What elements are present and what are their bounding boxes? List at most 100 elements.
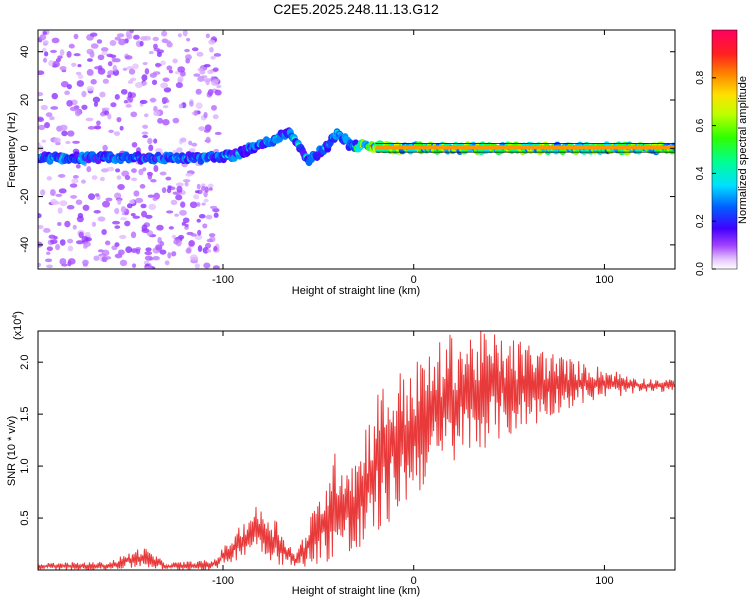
spectrogram-noise-cell xyxy=(188,239,196,247)
spectrogram-noise-cell xyxy=(87,58,93,62)
snr-scale-base: (x10 xyxy=(12,319,24,340)
spectrogram-noise-cell xyxy=(93,125,102,130)
spectrogram-y-tick-label: 20 xyxy=(19,94,31,106)
spectrogram-noise-cell xyxy=(96,120,101,126)
spectrogram-noise-cell xyxy=(166,41,173,48)
spectrogram-noise-cell xyxy=(206,238,213,243)
snr-scale-exponent: 4 xyxy=(12,315,19,319)
spectrogram-noise-cell xyxy=(150,178,157,183)
spectrogram-noise-cell xyxy=(129,77,137,82)
spectrogram-noise-cell xyxy=(117,198,122,205)
figure-title: C2E5.2025.248.11.13.G12 xyxy=(273,1,439,17)
snr-x-tick-label: -100 xyxy=(212,575,234,587)
spectrogram-noise-cell xyxy=(77,74,84,80)
spectrogram-noise-cell xyxy=(196,218,201,223)
spectrogram-noise-cell xyxy=(93,255,100,261)
spectrogram-noise-cell xyxy=(92,96,101,103)
spectrogram-noise-cell xyxy=(214,89,222,96)
spectrogram-noise-cell xyxy=(46,246,54,252)
spectrogram-noise-cell xyxy=(132,63,139,70)
spectrogram-noise-cell xyxy=(166,210,174,214)
snr-x-tick-label: 100 xyxy=(595,575,613,587)
spectrogram-noise-cell xyxy=(73,53,81,57)
spectrogram-noise-cell xyxy=(38,262,42,267)
spectrogram-noise-cell xyxy=(38,124,46,131)
spectrogram-noise-cell xyxy=(59,49,65,56)
spectrogram-noise-cell xyxy=(59,258,67,265)
spectrogram-frame xyxy=(37,29,676,270)
spectrogram-noise-cell xyxy=(210,55,216,60)
spectrogram-noise-cell xyxy=(207,69,214,75)
spectrogram-noise-cell xyxy=(97,54,105,61)
spectrogram-noise-cell xyxy=(141,74,148,82)
spectrogram-noise-cell xyxy=(94,66,101,70)
spectrogram-noise-cell xyxy=(42,47,47,53)
spectrogram-noise-cell xyxy=(130,212,136,217)
spectrogram-noise-cell xyxy=(45,112,53,118)
spectrogram-noise-cell xyxy=(86,69,94,76)
spectrogram-noise-cell xyxy=(46,176,52,181)
spectrogram-noise-cell xyxy=(114,36,121,41)
spectrogram-noise-cell xyxy=(97,67,106,75)
spectrogram-image xyxy=(38,30,675,269)
spectrogram-noise-cell xyxy=(149,72,157,78)
spectrogram-noise-cell xyxy=(214,131,222,136)
spectrogram-noise-cell xyxy=(90,43,99,49)
spectrogram-noise-cell xyxy=(111,56,116,63)
spectrogram-noise-cell xyxy=(75,71,82,76)
spectrogram-noise-cell xyxy=(67,130,75,137)
spectrogram-noise-cell xyxy=(205,214,213,220)
colorbar: 0.0 0.2 0.4 0.6 0.8 Normalized spectral ampl… xyxy=(695,29,749,276)
spectrogram-noise-cell xyxy=(104,240,111,246)
spectrogram-noise-cell xyxy=(198,214,206,219)
spectrogram-noise-cell xyxy=(171,234,177,239)
spectrogram-noise-cell xyxy=(66,204,75,210)
snr-x-label: Height of straight line (km) xyxy=(292,585,420,597)
spectrogram-noise-cell xyxy=(134,82,143,89)
spectrogram-x-tick-label: 0 xyxy=(411,274,417,286)
spectrogram-noise-cell xyxy=(211,79,219,86)
spectrogram-noise-cell xyxy=(96,39,103,44)
spectrogram-noise-cell xyxy=(91,175,98,180)
spectrogram-noise-cell xyxy=(91,221,97,227)
spectrogram-noise-cell xyxy=(114,192,122,200)
spectrogram-noise-cell xyxy=(72,224,77,230)
spectrogram-noise-cell xyxy=(177,33,182,38)
spectrogram-noise-cell xyxy=(142,61,148,66)
spectrogram-noise-cell xyxy=(39,34,47,41)
snr-y-label: SNR (10 * v/v) xyxy=(6,416,18,486)
spectrogram-noise-cell xyxy=(184,48,190,53)
spectrogram-noise-cell xyxy=(115,168,121,173)
spectrogram-noise-cell xyxy=(68,43,75,49)
spectrogram-noise-cell xyxy=(130,231,137,239)
spectrogram-noise-cell xyxy=(122,67,128,72)
spectrogram-noise-cell xyxy=(212,114,219,120)
spectrogram-noise-cell xyxy=(212,265,220,269)
spectrogram-noise-cell xyxy=(74,109,81,117)
spectrogram-noise-cell xyxy=(161,187,167,194)
spectrogram-noise-cell xyxy=(125,246,133,254)
spectrogram-noise-cell xyxy=(120,217,128,221)
spectrogram-noise-cell xyxy=(59,239,66,246)
spectrogram-noise-cell xyxy=(127,80,134,84)
spectrogram-noise-cell xyxy=(172,117,180,124)
spectrogram-noise-cell xyxy=(119,125,124,131)
spectrogram-noise-cell xyxy=(61,130,68,137)
spectrogram-noise-cell xyxy=(147,138,153,145)
spectrogram-noise-cell xyxy=(135,248,141,255)
spectrogram-noise-cell xyxy=(157,117,164,124)
spectrogram-noise-cell xyxy=(141,131,149,135)
spectrogram-noise-cell xyxy=(184,181,189,187)
spectrogram-noise-cell xyxy=(135,197,144,204)
spectrogram-noise-cell xyxy=(177,76,184,83)
spectrogram-noise-cell xyxy=(167,252,172,259)
spectrogram-noise-cell xyxy=(102,78,109,84)
spectrogram-noise-cell xyxy=(152,197,158,201)
spectrogram-noise-cell xyxy=(83,241,91,247)
spectrogram-noise-cell xyxy=(114,94,120,100)
spectrogram-noise-cell xyxy=(43,227,51,233)
spectrogram-noise-cell xyxy=(131,263,137,268)
spectrogram-noise-cell xyxy=(144,68,150,75)
spectrogram-noise-cell xyxy=(190,233,197,237)
spectrogram-noise-cell xyxy=(199,70,206,75)
